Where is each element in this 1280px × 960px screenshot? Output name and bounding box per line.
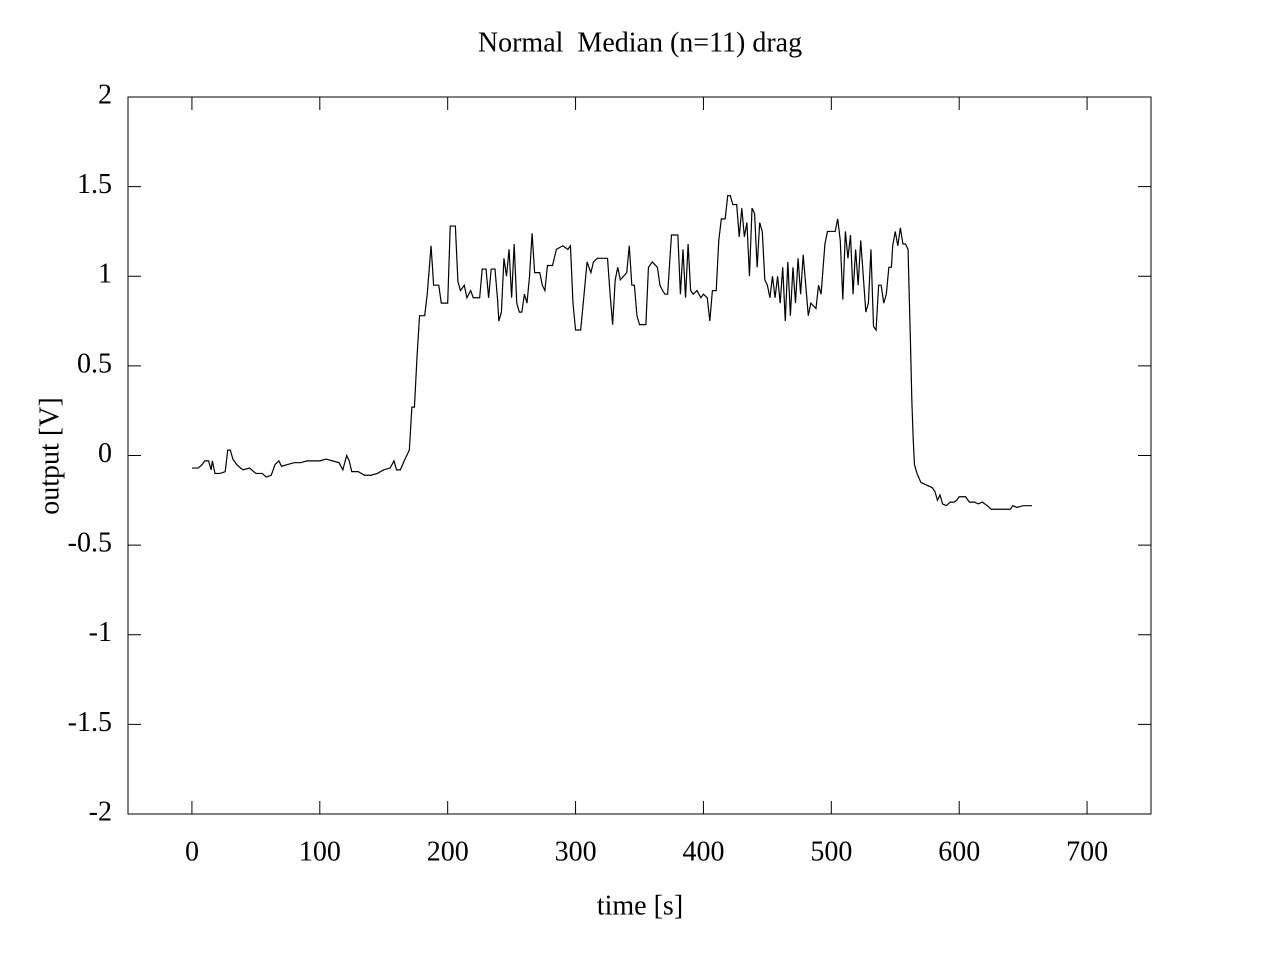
y-tick-label: -2 [89, 796, 112, 827]
x-tick-label: 600 [938, 836, 980, 867]
y-tick-label: 2 [98, 79, 112, 110]
y-tick-label: 1 [98, 259, 112, 290]
y-axis-label: output [V] [34, 397, 65, 514]
y-tick-label: -1.5 [68, 707, 112, 738]
plot-frame [127, 96, 1152, 815]
y-tick-label: 1.5 [77, 169, 112, 200]
x-tick-label: 500 [810, 836, 852, 867]
x-tick-label: 300 [555, 836, 597, 867]
x-axis-label: time [s] [597, 890, 683, 921]
chart-title: Normal Median (n=11) drag [478, 27, 802, 58]
y-tick-label: -1 [89, 617, 112, 648]
y-tick-label: 0.5 [77, 348, 112, 379]
x-tick-label: 200 [427, 836, 469, 867]
data-line [191, 194, 1033, 510]
x-tick-label: 400 [682, 836, 724, 867]
x-tick-label: 700 [1066, 836, 1108, 867]
y-tick-label: 0 [98, 438, 112, 469]
x-tick-label: 100 [299, 836, 341, 867]
y-tick-label: -0.5 [68, 528, 112, 559]
x-tick-label: 0 [185, 836, 199, 867]
